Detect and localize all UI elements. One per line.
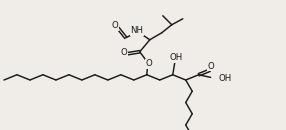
Text: O: O [112,21,118,30]
Text: O: O [121,48,128,57]
Text: O: O [207,62,214,71]
Text: OH: OH [169,53,182,62]
Text: NH: NH [130,26,143,35]
Text: OH: OH [219,74,232,83]
Text: O: O [145,59,152,68]
